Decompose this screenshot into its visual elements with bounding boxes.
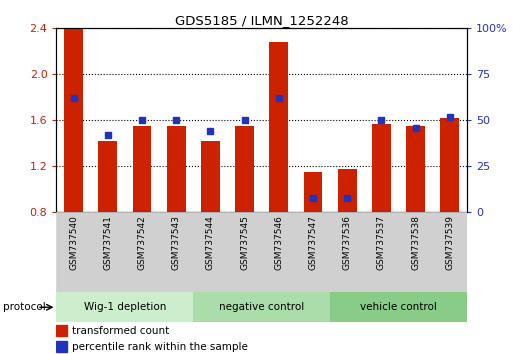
Bar (296, 212, 330, 292)
Title: GDS5185 / ILMN_1252248: GDS5185 / ILMN_1252248 (175, 14, 348, 27)
Text: GSM737539: GSM737539 (445, 215, 454, 270)
Bar (304, 172, 322, 212)
Bar (330, 212, 364, 292)
Text: GSM737537: GSM737537 (377, 215, 386, 270)
Bar (399, 212, 432, 292)
Text: Wig-1 depletion: Wig-1 depletion (84, 302, 166, 312)
Bar (91, 212, 125, 292)
Bar (125, 212, 159, 292)
Bar (235, 126, 254, 212)
Text: GSM737545: GSM737545 (240, 215, 249, 270)
Bar (193, 292, 330, 322)
Bar (56, 341, 67, 353)
Text: GSM737544: GSM737544 (206, 215, 215, 269)
Text: GSM737540: GSM737540 (69, 215, 78, 270)
Bar (432, 212, 467, 292)
Text: protocol: protocol (3, 302, 45, 312)
Bar (193, 212, 227, 292)
Bar (364, 212, 399, 292)
Text: percentile rank within the sample: percentile rank within the sample (72, 342, 248, 352)
Bar (56, 325, 67, 336)
Bar (227, 212, 262, 292)
Bar (159, 212, 193, 292)
Text: negative control: negative control (219, 302, 304, 312)
Bar (64, 28, 83, 212)
Text: GSM737542: GSM737542 (137, 215, 146, 269)
Bar (262, 212, 296, 292)
Text: GSM737536: GSM737536 (343, 215, 351, 270)
Text: GSM737538: GSM737538 (411, 215, 420, 270)
Text: vehicle control: vehicle control (360, 302, 437, 312)
Text: GSM737541: GSM737541 (103, 215, 112, 270)
Bar (56, 212, 91, 292)
Bar (98, 141, 117, 212)
Bar (201, 141, 220, 212)
Bar (330, 292, 467, 322)
Bar (406, 126, 425, 212)
Text: GSM737543: GSM737543 (172, 215, 181, 270)
Text: GSM737547: GSM737547 (308, 215, 318, 270)
Bar (338, 169, 357, 212)
Bar (440, 118, 459, 212)
Bar (56, 292, 193, 322)
Bar (132, 126, 151, 212)
Bar (372, 124, 391, 212)
Text: transformed count: transformed count (72, 326, 169, 336)
Bar (167, 126, 186, 212)
Text: GSM737546: GSM737546 (274, 215, 283, 270)
Bar (269, 42, 288, 212)
